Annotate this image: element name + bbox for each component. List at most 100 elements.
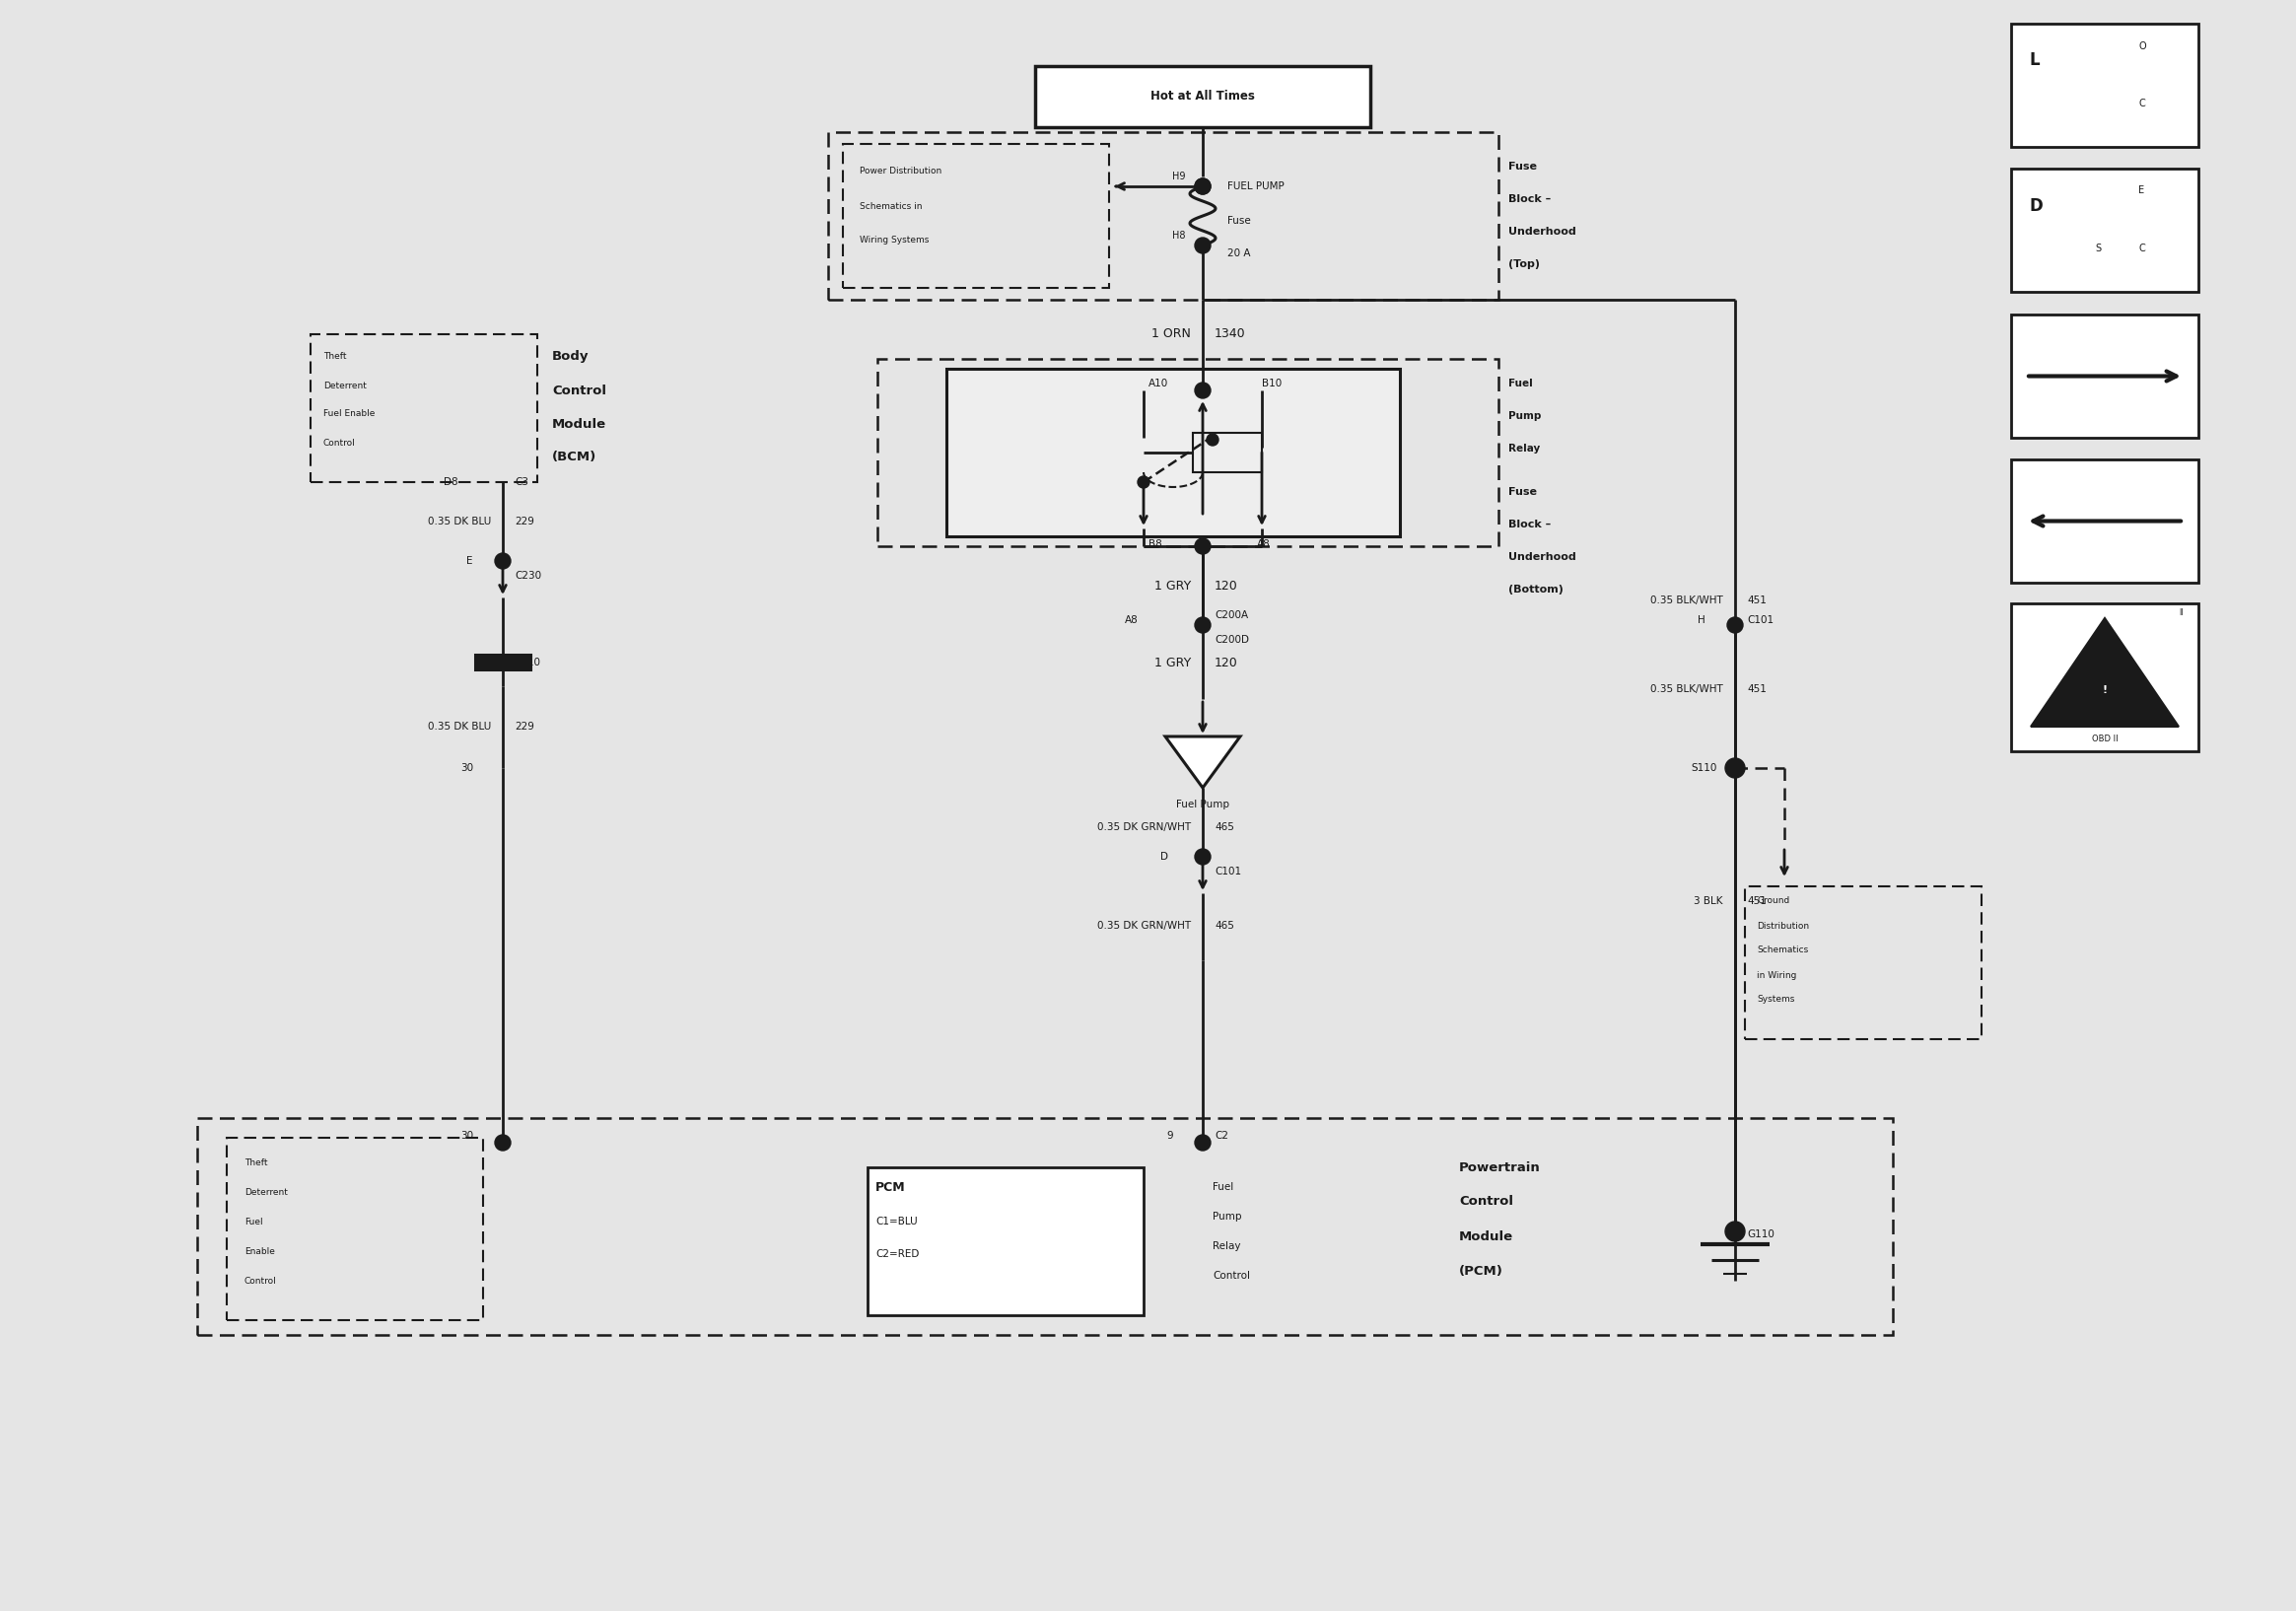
Text: Ground: Ground — [1756, 897, 1789, 905]
Text: (PCM): (PCM) — [1458, 1265, 1504, 1278]
Circle shape — [1194, 237, 1210, 253]
Text: 0.35 DK BLU: 0.35 DK BLU — [427, 722, 491, 731]
Text: Fuel: Fuel — [1212, 1182, 1233, 1192]
Circle shape — [1194, 617, 1210, 633]
Text: Fuse: Fuse — [1228, 216, 1251, 226]
Bar — [843, 143, 1109, 288]
Text: C: C — [2138, 98, 2144, 108]
Circle shape — [1724, 1221, 1745, 1242]
Text: Pump: Pump — [1508, 411, 1541, 420]
Text: C230: C230 — [514, 570, 542, 580]
Bar — [227, 1137, 482, 1319]
Circle shape — [1194, 849, 1210, 865]
Text: 30: 30 — [459, 764, 473, 773]
Text: 9: 9 — [1166, 1131, 1173, 1141]
Text: 465: 465 — [1215, 921, 1235, 931]
Text: 120: 120 — [1215, 656, 1238, 669]
Text: A8: A8 — [1125, 615, 1139, 625]
Text: Underhood: Underhood — [1508, 553, 1575, 562]
Text: C101: C101 — [1747, 615, 1773, 625]
Text: 0.35 BLK/WHT: 0.35 BLK/WHT — [1651, 685, 1724, 694]
Text: Fuel Enable: Fuel Enable — [324, 409, 374, 419]
Text: II: II — [2179, 609, 2183, 617]
Text: Control: Control — [1212, 1271, 1249, 1281]
Text: 20 A: 20 A — [1228, 248, 1251, 258]
Polygon shape — [2030, 619, 2179, 727]
Text: Schematics in: Schematics in — [859, 201, 923, 211]
Text: 0.35 DK GRN/WHT: 0.35 DK GRN/WHT — [1097, 921, 1192, 931]
Text: Power Distribution: Power Distribution — [859, 168, 941, 176]
Text: Wiring Systems: Wiring Systems — [859, 237, 930, 245]
Text: H9: H9 — [1171, 171, 1185, 182]
Text: E: E — [2138, 185, 2144, 195]
Text: 0.35 DK GRN/WHT: 0.35 DK GRN/WHT — [1097, 822, 1192, 833]
Circle shape — [1194, 1134, 1210, 1150]
Polygon shape — [1166, 736, 1240, 788]
Circle shape — [1727, 617, 1743, 633]
Bar — [2011, 314, 2197, 438]
Text: (BCM): (BCM) — [551, 451, 597, 464]
Bar — [877, 359, 1499, 546]
Text: (Top): (Top) — [1508, 259, 1541, 269]
Text: Module: Module — [1458, 1229, 1513, 1242]
Text: Relay: Relay — [1508, 443, 1541, 454]
Text: Control: Control — [243, 1276, 278, 1286]
Bar — [2011, 24, 2197, 147]
Text: C1=BLU: C1=BLU — [875, 1216, 918, 1226]
Text: Powertrain: Powertrain — [1458, 1162, 1541, 1174]
Circle shape — [496, 1134, 510, 1150]
Text: H: H — [1697, 615, 1706, 625]
Circle shape — [1137, 477, 1150, 488]
Text: 1340: 1340 — [1215, 327, 1247, 340]
Text: E: E — [466, 556, 473, 565]
Text: 30: 30 — [459, 1131, 473, 1141]
Text: C2: C2 — [1215, 1131, 1228, 1141]
Text: Deterrent: Deterrent — [324, 382, 367, 390]
Text: S: S — [2096, 243, 2101, 253]
Text: in Wiring: in Wiring — [1756, 971, 1795, 979]
Text: G110: G110 — [1747, 1229, 1775, 1239]
Text: 0.35 BLK/WHT: 0.35 BLK/WHT — [1651, 596, 1724, 606]
Circle shape — [1208, 433, 1219, 446]
Text: 120: 120 — [1215, 580, 1238, 593]
Bar — [2011, 604, 2197, 751]
Text: D: D — [1159, 852, 1169, 862]
Circle shape — [496, 553, 510, 569]
Text: (Bottom): (Bottom) — [1508, 585, 1564, 594]
Text: 3 BLK: 3 BLK — [1694, 896, 1724, 905]
Text: Module: Module — [551, 417, 606, 430]
Text: A8: A8 — [1256, 540, 1270, 549]
Text: D: D — [2030, 197, 2043, 214]
Text: 1 ORN: 1 ORN — [1153, 327, 1192, 340]
Text: Control: Control — [551, 383, 606, 396]
Text: Relay: Relay — [1212, 1242, 1240, 1252]
Circle shape — [1194, 179, 1210, 195]
Text: Schematics: Schematics — [1756, 946, 1809, 955]
Text: Theft: Theft — [243, 1158, 269, 1166]
Bar — [1745, 886, 1981, 1039]
Text: 451: 451 — [1747, 685, 1766, 694]
Text: OBD II: OBD II — [2092, 735, 2117, 744]
Bar — [946, 369, 1401, 536]
Text: 229: 229 — [514, 722, 535, 731]
Circle shape — [1724, 759, 1745, 778]
Bar — [1194, 433, 1263, 472]
Text: 451: 451 — [1747, 896, 1766, 905]
Text: Deterrent: Deterrent — [243, 1187, 287, 1197]
Bar — [1035, 66, 1371, 127]
Text: L: L — [2030, 52, 2039, 69]
Text: Theft: Theft — [324, 353, 347, 361]
Bar — [310, 333, 537, 482]
Text: Hot at All Times: Hot at All Times — [1150, 90, 1256, 103]
Text: C: C — [2138, 243, 2144, 253]
Text: A10: A10 — [1148, 379, 1169, 388]
Bar — [2011, 459, 2197, 583]
Text: Block –: Block – — [1508, 520, 1552, 530]
Text: H8: H8 — [1171, 230, 1185, 240]
Text: S110: S110 — [1690, 764, 1717, 773]
Text: C200A: C200A — [1215, 611, 1249, 620]
Text: Fuel: Fuel — [1508, 379, 1534, 388]
Text: Distribution: Distribution — [1756, 921, 1809, 930]
Text: P110: P110 — [514, 657, 540, 667]
Text: 1 GRY: 1 GRY — [1155, 656, 1192, 669]
